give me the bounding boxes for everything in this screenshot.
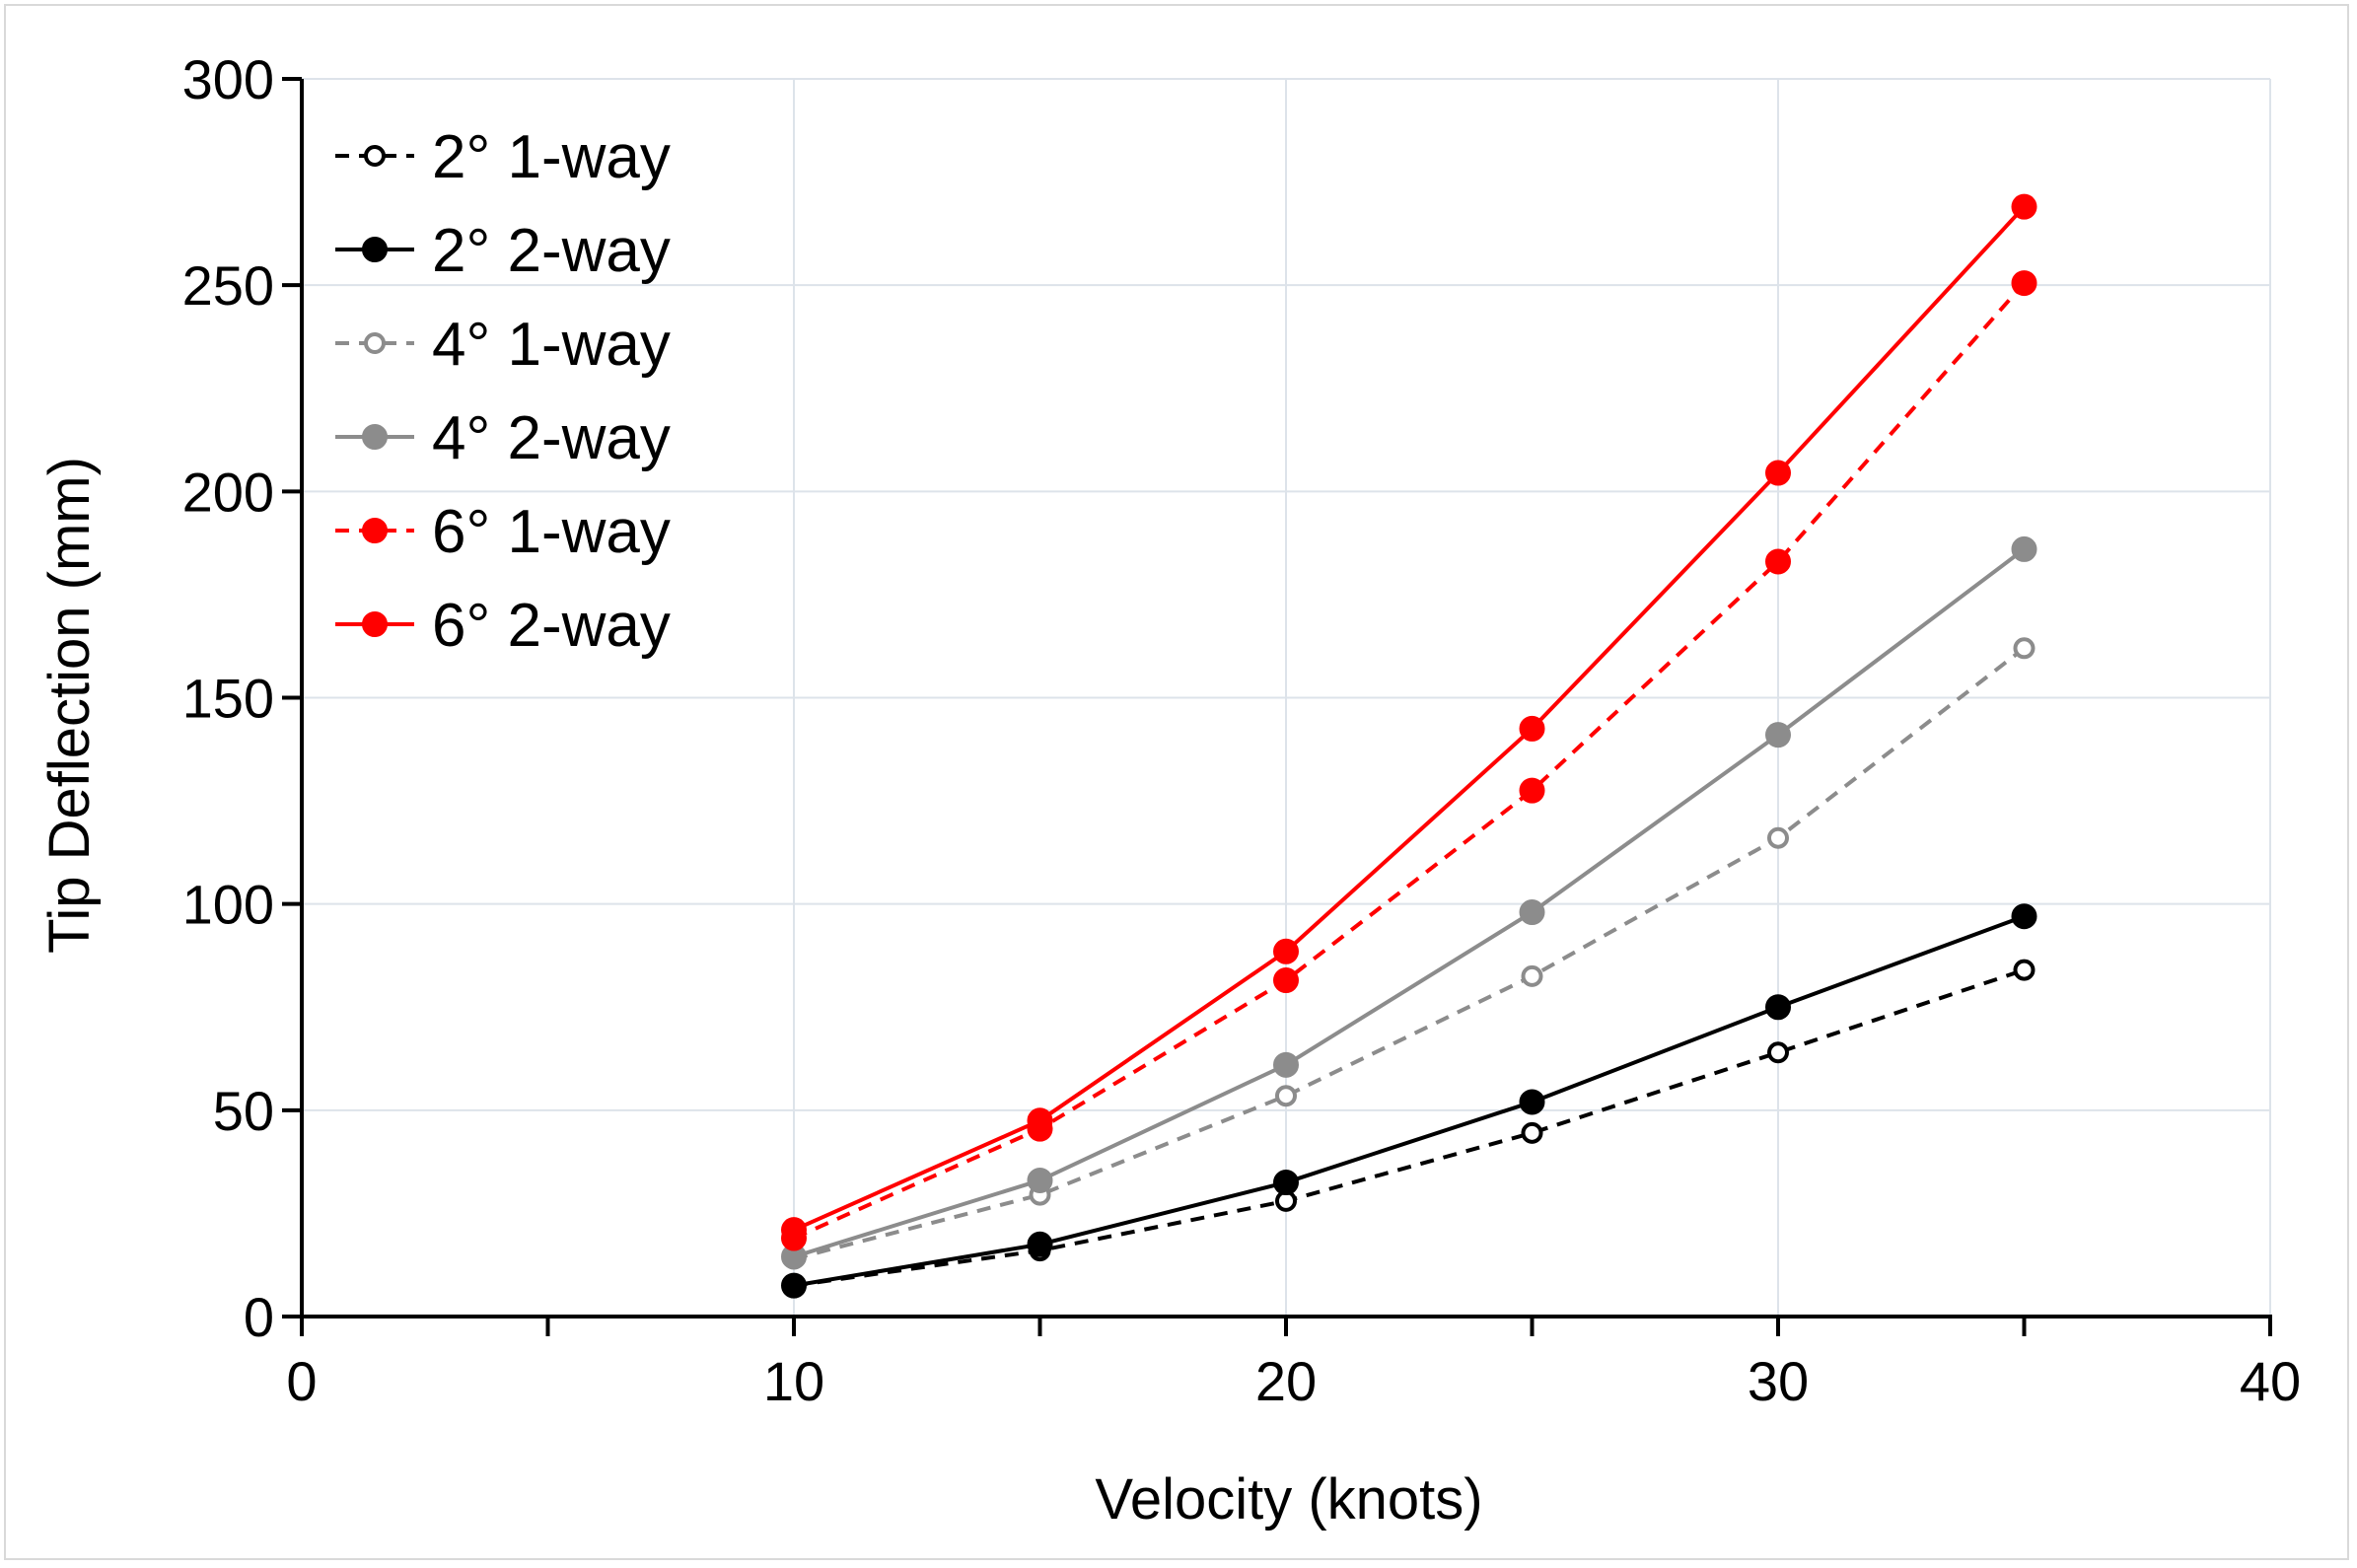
series-5	[781, 270, 2037, 1251]
data-point	[1519, 715, 1545, 742]
x-tick-label: 30	[1748, 1350, 1809, 1412]
legend-label: 2° 1-way	[432, 123, 671, 191]
data-point	[1273, 1051, 1299, 1078]
data-point	[1519, 899, 1545, 926]
data-point	[781, 1272, 807, 1299]
chart-border	[4, 4, 2349, 1560]
legend-item: 2° 2-way	[335, 217, 671, 285]
data-point	[2011, 270, 2037, 297]
y-tick-label: 50	[213, 1080, 274, 1142]
legend-marker	[362, 611, 388, 637]
series-line	[793, 914, 2026, 1288]
data-point	[1767, 826, 1789, 849]
legend-label: 6° 2-way	[432, 592, 671, 660]
y-tick-label: 200	[182, 461, 274, 523]
legend-item: 2° 1-way	[335, 123, 671, 191]
legend-label: 4° 2-way	[432, 404, 671, 472]
y-tick-label: 250	[182, 254, 274, 317]
data-point	[1027, 1231, 1053, 1257]
data-point	[1765, 722, 1791, 748]
series-line	[793, 205, 2026, 1232]
data-point	[1027, 1167, 1053, 1193]
series-1	[783, 959, 2036, 1297]
y-tick-label: 150	[182, 668, 274, 730]
legend-marker	[362, 518, 388, 543]
data-point	[1273, 1170, 1299, 1196]
data-point	[1519, 1089, 1545, 1115]
y-axis-title: Tip Deflection (mm)	[37, 457, 102, 954]
data-point	[781, 1217, 807, 1244]
series-line	[793, 281, 2026, 1241]
data-point	[1027, 1107, 1053, 1134]
legend-item: 4° 1-way	[335, 311, 671, 379]
legend-item: 4° 2-way	[335, 404, 671, 472]
data-point	[1519, 777, 1545, 804]
axes: 0 50 100 150 200 250 300 0 10 20 30 40	[182, 48, 2302, 1412]
data-point	[1275, 1085, 1297, 1107]
legend-marker	[362, 237, 388, 262]
data-point	[2013, 959, 2036, 981]
y-tick-label: 300	[182, 48, 274, 110]
legend-marker	[364, 145, 386, 167]
legend-item: 6° 2-way	[335, 592, 671, 660]
series-2	[781, 903, 2037, 1299]
legend-label: 4° 1-way	[432, 311, 671, 379]
y-tick-label: 100	[182, 874, 274, 936]
data-point	[1273, 938, 1299, 964]
series-line	[793, 967, 2026, 1288]
x-axis-title: Velocity (knots)	[1095, 1467, 1482, 1532]
data-point	[1767, 1041, 1789, 1064]
series-6	[781, 193, 2037, 1244]
legend-marker	[362, 424, 388, 450]
data-point	[2011, 535, 2037, 562]
data-point	[1765, 460, 1791, 486]
series-4	[781, 535, 2037, 1270]
data-point	[1765, 548, 1791, 575]
x-tick-label: 40	[2240, 1350, 2301, 1412]
data-point	[2011, 903, 2037, 930]
series-3	[783, 637, 2036, 1270]
data-point	[1273, 967, 1299, 994]
series-line	[793, 547, 2026, 1259]
legend-item: 6° 1-way	[335, 498, 671, 566]
legend: 2° 1-way 2° 2-way 4° 1-way 4° 2-way 6° 1-way…	[335, 123, 671, 660]
x-tick-label: 10	[763, 1350, 824, 1412]
y-tick-label: 0	[244, 1286, 274, 1348]
data-point	[1521, 964, 1543, 987]
grid	[302, 78, 2271, 1317]
legend-label: 6° 1-way	[432, 498, 671, 566]
data-point	[1521, 1121, 1543, 1144]
data-point	[2011, 193, 2037, 220]
x-tick-label: 20	[1255, 1350, 1317, 1412]
legend-label: 2° 2-way	[432, 217, 671, 285]
legend-marker	[364, 332, 386, 354]
plot-area	[781, 193, 2037, 1299]
data-point	[2013, 637, 2036, 660]
x-tick-label: 0	[286, 1350, 317, 1412]
data-point	[1765, 994, 1791, 1021]
